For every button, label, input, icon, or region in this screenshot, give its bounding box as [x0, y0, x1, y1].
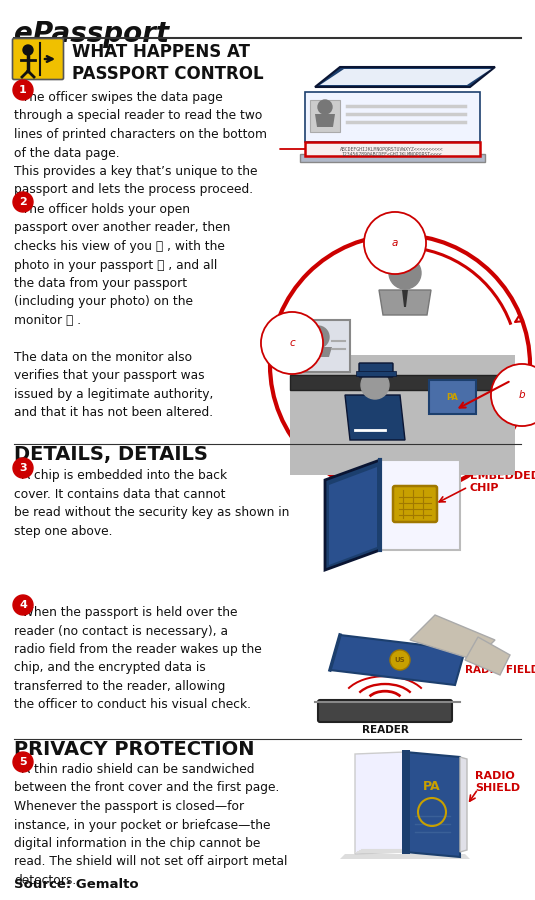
Text: 1234567890ABCDEF<GHIJKLMNOPQRST<<<<: 1234567890ABCDEF<GHIJKLMNOPQRST<<<<	[342, 151, 442, 157]
Circle shape	[13, 192, 33, 212]
Polygon shape	[402, 750, 410, 854]
Text: 4: 4	[19, 600, 27, 610]
Text: RADIO FIELD: RADIO FIELD	[465, 665, 535, 675]
Polygon shape	[329, 467, 377, 565]
Text: Source: Gemalto: Source: Gemalto	[14, 878, 139, 891]
Text: c: c	[289, 338, 295, 348]
Text: PRIVACY PROTECTION: PRIVACY PROTECTION	[14, 740, 255, 759]
FancyBboxPatch shape	[393, 486, 437, 522]
FancyBboxPatch shape	[318, 700, 452, 722]
Polygon shape	[380, 460, 460, 550]
Text: US: US	[395, 657, 406, 663]
Circle shape	[13, 752, 33, 772]
FancyBboxPatch shape	[429, 380, 476, 414]
Polygon shape	[355, 752, 405, 854]
Circle shape	[13, 458, 33, 478]
Text: 1: 1	[19, 85, 27, 95]
Circle shape	[390, 650, 410, 670]
FancyBboxPatch shape	[310, 100, 340, 132]
Circle shape	[270, 235, 530, 495]
Text: DETAILS, DETAILS: DETAILS, DETAILS	[14, 445, 208, 464]
Polygon shape	[304, 347, 332, 357]
FancyBboxPatch shape	[305, 142, 480, 156]
Circle shape	[318, 100, 332, 114]
Polygon shape	[460, 757, 467, 852]
FancyBboxPatch shape	[12, 39, 64, 79]
FancyBboxPatch shape	[356, 371, 396, 376]
Polygon shape	[465, 637, 510, 675]
Circle shape	[307, 326, 329, 348]
FancyBboxPatch shape	[288, 320, 350, 372]
Polygon shape	[345, 395, 405, 440]
Polygon shape	[320, 69, 491, 85]
Polygon shape	[305, 92, 480, 142]
Polygon shape	[379, 290, 431, 315]
Text: EMBEDDED
CHIP: EMBEDDED CHIP	[470, 471, 535, 493]
Text: When the passport is held over the
reader (no contact is necessary), a
radio fie: When the passport is held over the reade…	[14, 606, 262, 712]
Text: 5: 5	[19, 757, 27, 767]
Text: 3: 3	[19, 463, 27, 473]
Polygon shape	[330, 635, 465, 685]
Polygon shape	[325, 460, 380, 570]
Polygon shape	[290, 375, 510, 390]
Polygon shape	[405, 752, 460, 857]
Polygon shape	[402, 290, 408, 307]
Text: READER: READER	[362, 725, 408, 735]
Circle shape	[13, 595, 33, 615]
Text: 2: 2	[19, 197, 27, 207]
Text: ePassport: ePassport	[14, 20, 169, 48]
Text: PA: PA	[446, 392, 458, 401]
Polygon shape	[340, 854, 470, 859]
Text: a: a	[392, 238, 398, 248]
Polygon shape	[315, 67, 495, 87]
Text: The officer holds your open
passport over another reader, then
checks his view o: The officer holds your open passport ove…	[14, 203, 231, 419]
Text: A chip is embedded into the back
cover. It contains data that cannot
be read wit: A chip is embedded into the back cover. …	[14, 469, 289, 537]
Text: b: b	[519, 390, 525, 400]
Text: A thin radio shield can be sandwiched
between the front cover and the first page: A thin radio shield can be sandwiched be…	[14, 763, 287, 887]
FancyBboxPatch shape	[359, 363, 393, 377]
Text: WHAT HAPPENS AT
PASSPORT CONTROL: WHAT HAPPENS AT PASSPORT CONTROL	[72, 43, 264, 83]
Text: RADIO
SHIELD: RADIO SHIELD	[475, 770, 520, 793]
Circle shape	[361, 371, 389, 399]
Polygon shape	[410, 615, 495, 660]
Polygon shape	[315, 114, 335, 127]
Text: The officer swipes the data page
through a special reader to read the two
lines : The officer swipes the data page through…	[14, 91, 267, 196]
Circle shape	[23, 45, 33, 55]
Circle shape	[13, 80, 33, 100]
FancyBboxPatch shape	[290, 355, 515, 475]
Text: PA: PA	[423, 780, 441, 794]
Circle shape	[389, 257, 421, 289]
Text: ABCDEFGHIJKLMNOPQRSTUVWXYZ<<<<<<<<<<: ABCDEFGHIJKLMNOPQRSTUVWXYZ<<<<<<<<<<	[340, 147, 444, 151]
Polygon shape	[300, 154, 485, 162]
